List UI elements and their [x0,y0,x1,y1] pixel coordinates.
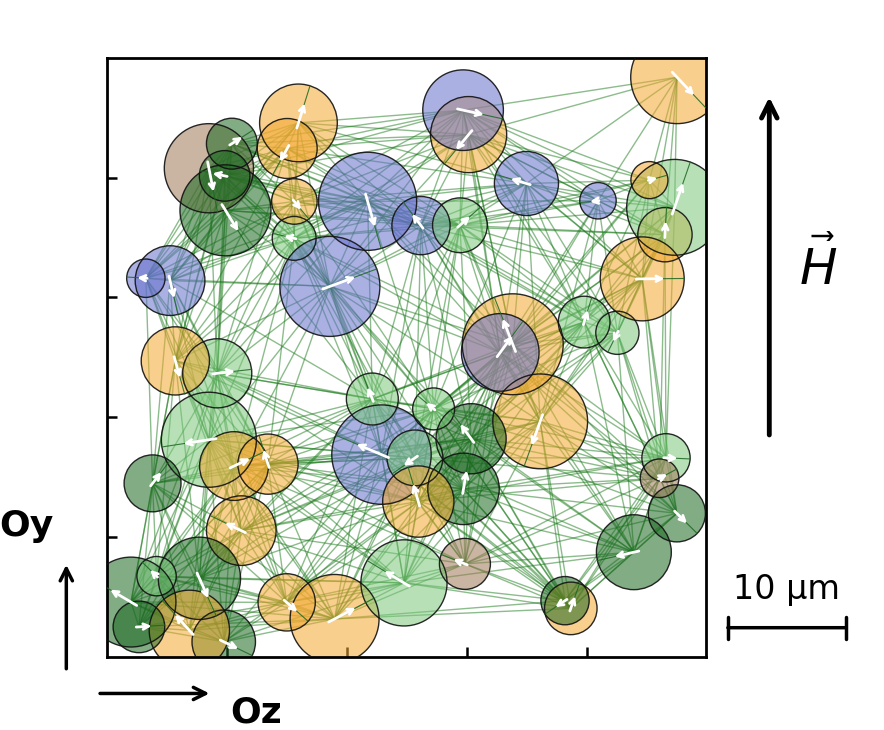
Circle shape [126,259,165,298]
Circle shape [541,577,589,625]
Circle shape [200,432,268,501]
Circle shape [580,183,616,220]
Circle shape [161,393,256,488]
Circle shape [413,388,454,430]
Circle shape [461,314,539,391]
Circle shape [206,119,257,169]
Text: 10 μm: 10 μm [733,573,841,606]
Circle shape [428,453,499,525]
Circle shape [271,180,317,225]
Circle shape [648,485,705,542]
Circle shape [180,166,271,256]
Circle shape [192,610,255,674]
Circle shape [257,119,317,179]
Circle shape [258,574,316,631]
Circle shape [558,296,610,348]
Text: Oy: Oy [0,509,54,542]
Circle shape [260,85,337,162]
Circle shape [158,537,240,620]
Text: Oz: Oz [231,695,282,729]
Circle shape [642,434,690,483]
Circle shape [238,434,298,494]
Circle shape [431,97,507,173]
Circle shape [640,459,679,498]
Circle shape [545,583,597,635]
Circle shape [637,208,692,262]
Circle shape [86,557,176,647]
Circle shape [596,515,671,590]
Circle shape [207,496,276,566]
Circle shape [383,466,453,537]
Circle shape [432,199,487,253]
Circle shape [600,237,684,321]
Circle shape [199,151,250,201]
Circle shape [436,404,506,474]
Circle shape [627,160,722,256]
Circle shape [630,31,723,124]
Circle shape [318,153,416,251]
Circle shape [137,557,176,596]
Text: $\vec{H}$: $\vec{H}$ [798,239,837,294]
Circle shape [290,575,379,664]
Circle shape [596,312,639,355]
Circle shape [124,456,181,512]
Circle shape [113,602,164,653]
Circle shape [347,374,398,426]
Circle shape [392,197,450,256]
Circle shape [164,124,254,213]
Circle shape [439,539,491,590]
Circle shape [492,374,588,469]
Circle shape [332,405,431,504]
Circle shape [387,430,443,486]
Circle shape [462,294,563,395]
Circle shape [149,591,230,671]
Circle shape [135,246,205,316]
Circle shape [361,540,447,626]
Circle shape [630,162,667,199]
Circle shape [183,339,252,408]
Circle shape [280,237,380,337]
Circle shape [272,217,316,261]
Circle shape [423,71,503,151]
Circle shape [494,152,559,216]
Circle shape [141,327,210,396]
